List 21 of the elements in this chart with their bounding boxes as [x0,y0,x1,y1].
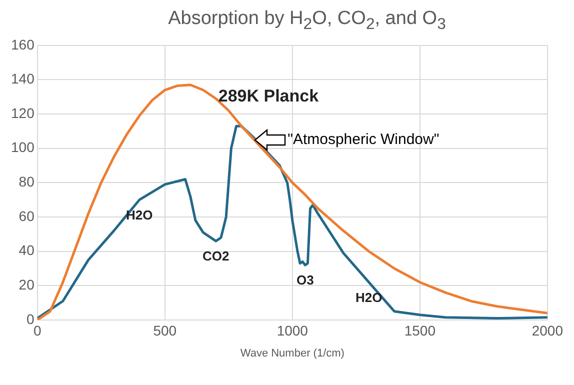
annotation: "Atmospheric Window" [288,130,440,148]
y-tick-label: 140 [11,70,35,87]
y-tick-label: 160 [11,36,35,52]
y-tick-label: 100 [11,139,35,156]
x-tick-label: 500 [153,322,177,338]
annotation: H2O [126,207,153,222]
series-label: 289K Planck [218,86,320,106]
y-tick-label: 120 [11,104,35,121]
x-tick-label: 2000 [532,322,564,338]
annotation: O3 [296,272,314,288]
y-tick-label: 0 [26,310,35,327]
annotation: CO2 [202,248,230,264]
x-tick-label: 1000 [276,322,308,338]
x-axis-title: Wave Number (1/cm) [240,347,344,360]
y-tick-label: 60 [18,208,35,224]
y-tick-label: 20 [18,276,35,293]
chart-title: Absorption by H$_{2}$O, CO$_{2}$, and O$_{3}$ [167,8,447,34]
y-tick-label: 80 [18,174,35,190]
x-tick-label: 1500 [404,322,436,338]
annotation: H2O [356,290,382,305]
y-tick-label: 40 [18,242,35,258]
